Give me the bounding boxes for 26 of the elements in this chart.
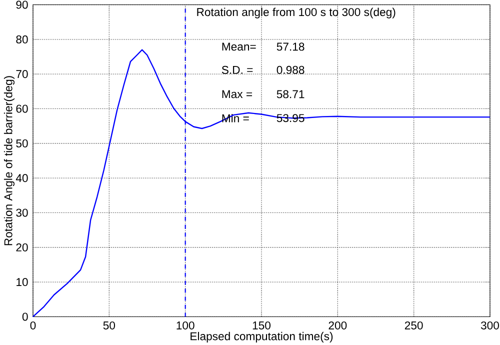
y-axis-title: Rotation Angle of tide barrier(deg) xyxy=(4,76,15,246)
annotation: 0.988 xyxy=(276,66,304,74)
y-tick-label: 60 xyxy=(16,104,28,113)
annotation: S.D. = xyxy=(222,66,253,74)
annotation: 58.71 xyxy=(276,90,304,98)
x-tick-label: 100 xyxy=(176,321,194,330)
annotation: Mean= xyxy=(222,42,256,51)
x-axis-title: Elapsed computation time(s) xyxy=(190,332,333,342)
y-tick-label: 0 xyxy=(22,312,28,321)
annotation: 57.18 xyxy=(276,42,304,51)
x-tick-label: 50 xyxy=(103,321,116,330)
x-tick-label: 0 xyxy=(30,321,36,330)
y-tick-label: 10 xyxy=(16,278,28,286)
x-tick-label: 250 xyxy=(404,321,423,330)
annotation: Rotation angle from 100 s to 300 s(deg) xyxy=(197,8,396,18)
y-tick-label: 20 xyxy=(16,243,28,252)
y-tick-label: 70 xyxy=(16,70,28,78)
y-tick-label: 90 xyxy=(16,0,28,9)
annotation: Max = xyxy=(222,90,252,98)
y-tick-label: 50 xyxy=(16,139,28,148)
y-tick-label: 80 xyxy=(16,35,28,44)
x-tick-label: 150 xyxy=(252,321,270,330)
x-tick-label: 300 xyxy=(480,321,499,330)
y-tick-label: 30 xyxy=(16,208,28,217)
x-tick-label: 200 xyxy=(328,321,347,330)
y-tick-label: 40 xyxy=(16,174,28,182)
